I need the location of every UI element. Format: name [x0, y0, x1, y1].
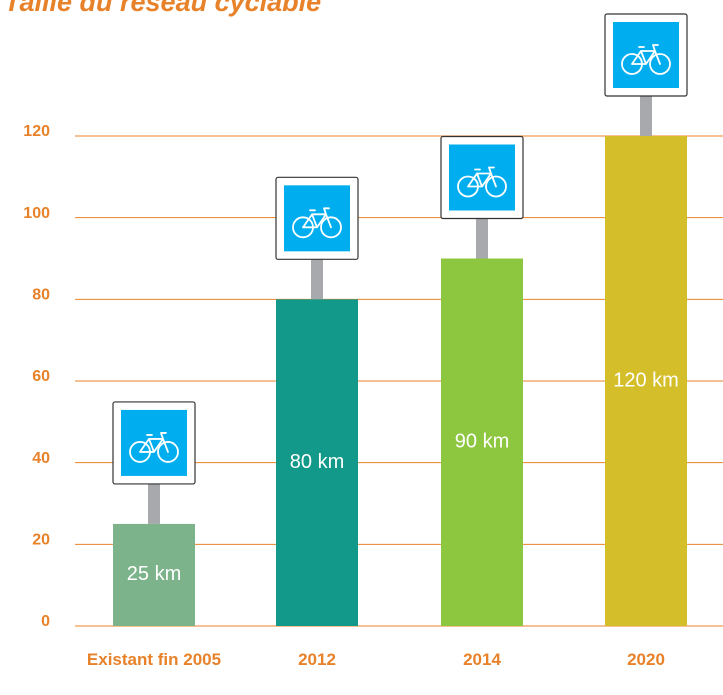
sign-face [449, 144, 515, 211]
y-tick-label: 20 [32, 532, 50, 549]
bar [441, 258, 523, 626]
bike-wheel [485, 175, 507, 198]
bike-frame [631, 44, 661, 65]
bar [276, 299, 358, 626]
y-tick-label: 100 [23, 205, 50, 222]
y-tick-label: 120 [23, 123, 50, 140]
bar [113, 523, 195, 626]
sign-pole [476, 218, 488, 259]
x-tick-label: 2020 [627, 650, 665, 669]
bike-sign [604, 13, 688, 136]
bike-sign [440, 135, 524, 259]
bike-sign [275, 176, 359, 300]
sign-pole [148, 483, 160, 524]
bar [605, 136, 687, 626]
x-tick-label: 2012 [298, 650, 336, 669]
x-tick-label: Existant fin 2005 [86, 650, 222, 669]
sign-face [613, 22, 679, 88]
value-label: 120 km [613, 369, 679, 391]
bike-wheel [649, 53, 671, 75]
sign-pole [640, 96, 652, 136]
y-tick-label: 60 [32, 368, 50, 385]
y-tick-label: 80 [32, 287, 50, 304]
bike-frame [467, 166, 497, 188]
sign-pole [311, 259, 323, 300]
value-label: 80 km [290, 451, 344, 473]
chart-title: Taille du réseau cyclable [4, 0, 321, 17]
bike-wheel [157, 441, 179, 463]
value-label: 90 km [455, 431, 509, 453]
y-tick-label: 40 [32, 450, 50, 467]
sign-face [121, 409, 187, 476]
sign-face [284, 185, 350, 252]
bike-sign [112, 401, 196, 524]
y-tick-label: 0 [41, 613, 50, 630]
bike-frame [139, 432, 169, 453]
bike-wheel [320, 216, 342, 239]
value-label: 25 km [127, 563, 181, 585]
bike-frame [302, 207, 332, 229]
x-tick-label: 2014 [463, 650, 501, 669]
